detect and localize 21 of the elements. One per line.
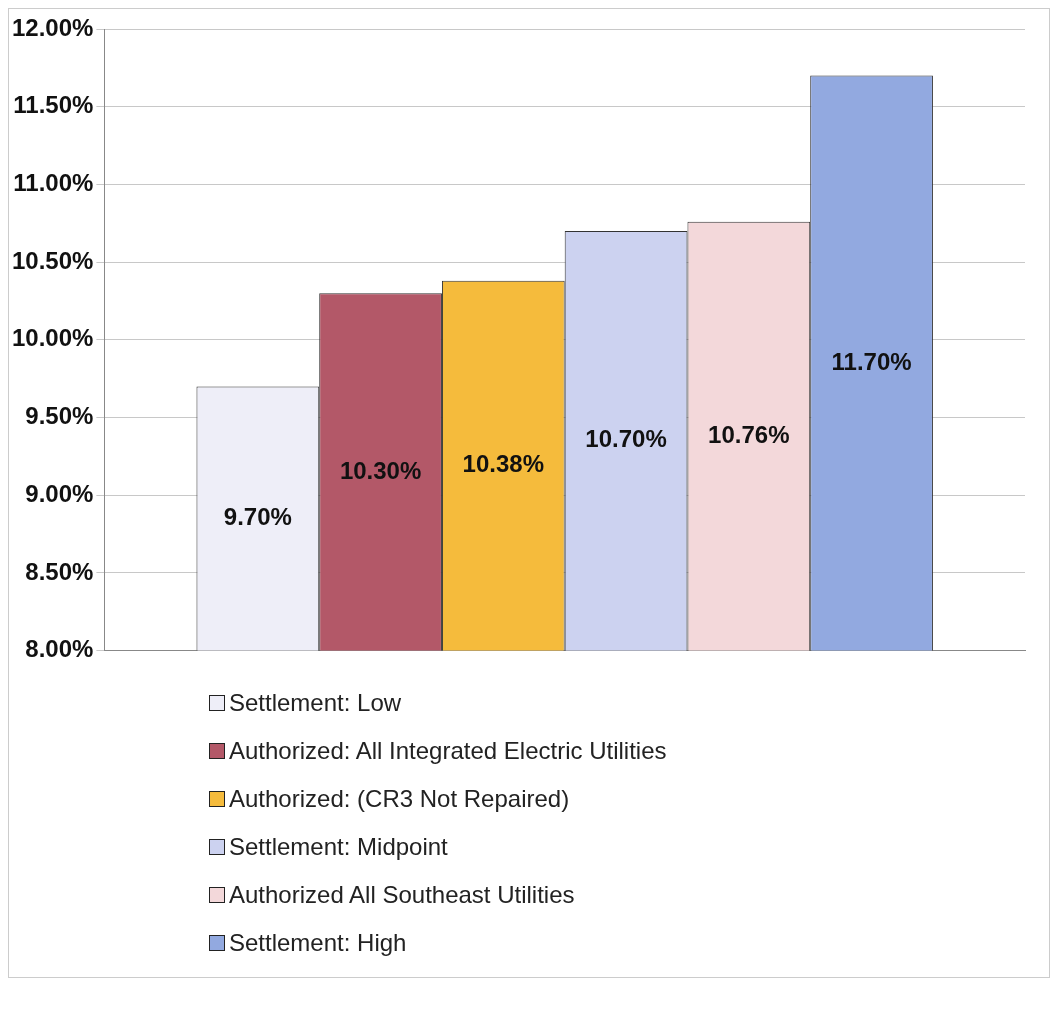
y-tick-label: 12.00% [11, 13, 94, 41]
legend-label: Authorized: (CR3 Not Repaired) [229, 785, 570, 813]
legend-label: Authorized: All Integrated Electric Utilities [229, 737, 667, 765]
legend-label: Settlement: High [229, 929, 407, 957]
y-tick-label: 9.50% [25, 402, 94, 430]
y-tick-label: 9.00% [25, 479, 94, 507]
data-label: 9.70% [223, 503, 292, 531]
y-tick-label: 11.50% [13, 91, 94, 119]
legend-label: Settlement: Low [229, 689, 402, 717]
data-label: 10.70% [585, 425, 667, 453]
y-tick-label: 10.00% [11, 324, 94, 352]
data-label: 10.30% [339, 456, 422, 484]
data-label: 10.38% [462, 450, 545, 478]
y-tick-label: 11.00% [13, 169, 94, 197]
y-tick-label: 8.50% [25, 557, 94, 585]
legend-label: Authorized All Southeast Utilities [229, 881, 575, 909]
y-tick-label: 10.50% [11, 246, 94, 274]
data-label: 10.76% [708, 420, 790, 448]
legend-label: Settlement: Midpoint [229, 833, 448, 861]
data-label: 11.70% [831, 347, 912, 375]
y-tick-label: 8.00% [25, 635, 94, 663]
